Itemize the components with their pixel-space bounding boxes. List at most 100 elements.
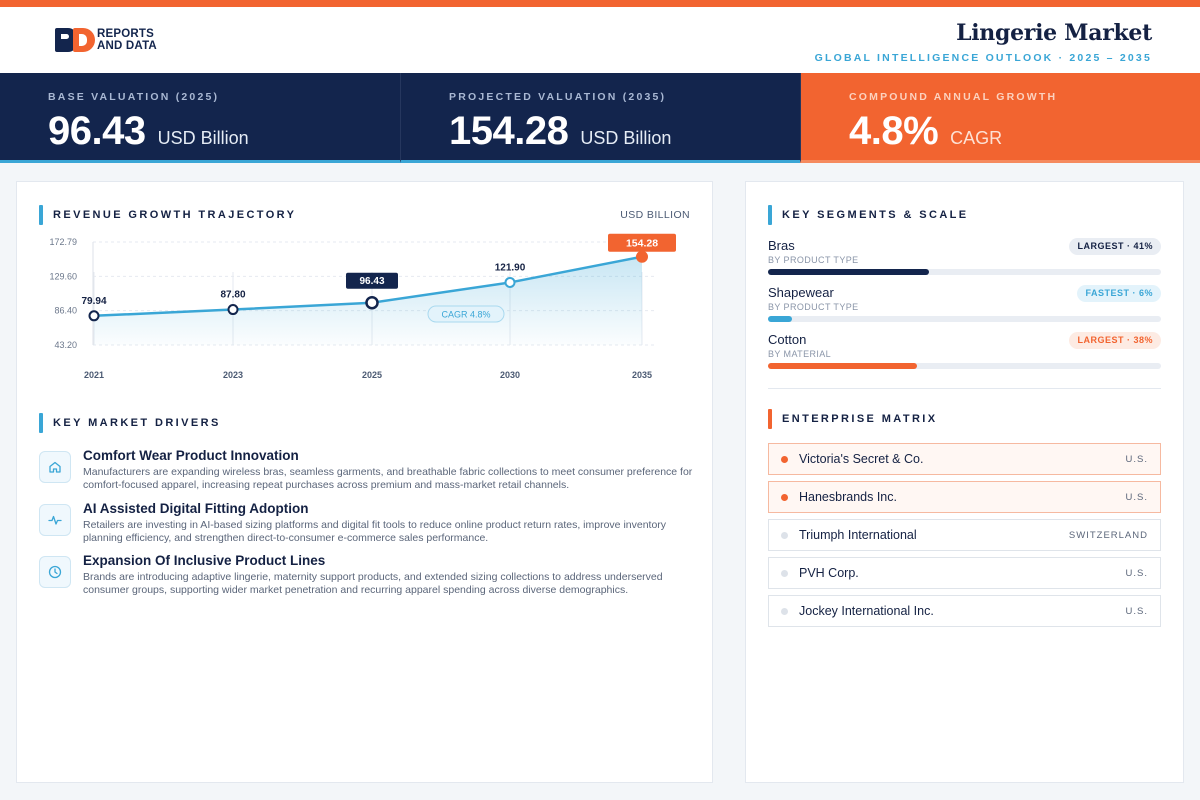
kpi-unit: USD Billion <box>580 128 672 148</box>
segment-badge: LARGEST · 38% <box>1069 332 1161 349</box>
cagr-pill <box>427 305 505 323</box>
logo-icon <box>55 28 97 52</box>
data-label: 79.94 <box>81 296 106 307</box>
drivers-section-title: KEY MARKET DRIVERS <box>53 417 221 429</box>
segments-section-header: KEY SEGMENTS & SCALE <box>768 205 969 225</box>
company-country: U.S. <box>1125 605 1148 617</box>
company-name: Hanesbrands Inc. <box>799 490 897 504</box>
driver-description: Brands are introducing adaptive lingerie… <box>83 571 663 596</box>
logo-text: REPORTS AND DATA <box>97 28 157 52</box>
driver-description: Retailers are investing in AI-based sizi… <box>83 518 667 544</box>
revenue-area <box>94 256 642 345</box>
section-accent <box>39 413 43 433</box>
cagr-pill-label: CAGR 4.8% <box>441 310 490 320</box>
y-tick-label: 43.20 <box>54 340 77 350</box>
driver-description: Manufacturers are expanding wireless bra… <box>83 466 693 491</box>
data-label: 96.43 <box>359 276 384 287</box>
company-name: Jockey International Inc. <box>799 604 934 618</box>
kpi-unit: CAGR <box>950 128 1003 148</box>
data-point <box>365 295 379 310</box>
driver-title: Comfort Wear Product Innovation <box>83 448 299 463</box>
x-tick-label: 2023 <box>223 370 243 380</box>
section-accent <box>39 205 43 225</box>
status-dot <box>781 456 788 463</box>
y-tick-label: 172.79 <box>49 237 77 247</box>
kpi-value: 96.43 <box>48 109 146 153</box>
segment-name: Shapewear <box>768 285 834 300</box>
data-point <box>636 250 648 263</box>
segment-item: Bras BY PRODUCT TYPE LARGEST · 41% <box>768 238 1161 285</box>
status-dot <box>781 532 788 539</box>
clock-icon <box>39 556 71 588</box>
x-tick-label: 2035 <box>632 370 652 380</box>
revenue-card: REVENUE GROWTH TRAJECTORY USD BILLION 17… <box>16 181 713 783</box>
x-tick-label: 2021 <box>84 370 104 380</box>
segment-share-bar <box>768 269 1161 275</box>
x-tick-label: 2030 <box>500 370 520 380</box>
segment-name: Cotton <box>768 332 807 347</box>
page-subtitle: GLOBAL INTELLIGENCE OUTLOOK · 2025 – 203… <box>814 52 1152 64</box>
company-row[interactable]: Triumph International SWITZERLAND <box>768 519 1161 551</box>
segment-category: BY PRODUCT TYPE <box>768 302 859 312</box>
title-block: Lingerie Market GLOBAL INTELLIGENCE OUTL… <box>814 20 1153 64</box>
x-tick-label: 2025 <box>362 370 382 380</box>
segment-share-fill <box>768 363 918 369</box>
section-accent <box>768 205 772 225</box>
company-country: U.S. <box>1125 491 1148 503</box>
kpi-value: 4.8% <box>849 109 939 153</box>
company-row[interactable]: Jockey International Inc. U.S. <box>768 595 1161 627</box>
brand-logo[interactable]: REPORTS AND DATA <box>55 27 157 53</box>
driver-item: Comfort Wear Product Innovation Manufact… <box>39 448 699 501</box>
drivers-list: Comfort Wear Product Innovation Manufact… <box>39 448 699 606</box>
y-tick-label: 86.40 <box>54 306 77 316</box>
segments-card: KEY SEGMENTS & SCALE Bras BY PRODUCT TYP… <box>745 181 1184 783</box>
kpi-label: BASE VALUATION (2025) <box>48 91 220 103</box>
segment-share-bar <box>768 363 1161 369</box>
value-tag <box>346 272 398 289</box>
segment-item: Cotton BY MATERIAL LARGEST · 38% <box>768 332 1161 379</box>
kpi-base-valuation: BASE VALUATION (2025) 96.43 USD Billion <box>0 73 400 163</box>
segment-share-bar <box>768 316 1161 322</box>
y-tick-label: 129.60 <box>49 271 77 281</box>
company-row[interactable]: Victoria's Secret & Co. U.S. <box>768 443 1161 475</box>
enterprise-matrix: Victoria's Secret & Co. U.S. Hanesbrands… <box>768 443 1161 633</box>
data-label: 121.90 <box>495 262 526 273</box>
revenue-section-title: REVENUE GROWTH TRAJECTORY <box>53 209 297 221</box>
segment-category: BY PRODUCT TYPE <box>768 255 859 265</box>
company-row[interactable]: Hanesbrands Inc. U.S. <box>768 481 1161 513</box>
company-country: U.S. <box>1125 567 1148 579</box>
revenue-chart: 172.79 129.60 86.40 43.20 2021 2023 2025 2030 20… <box>49 233 676 380</box>
kpi-value: 154.28 <box>449 109 569 153</box>
data-label: 87.80 <box>220 290 245 301</box>
status-dot <box>781 494 788 501</box>
data-point <box>504 276 516 288</box>
activity-icon <box>39 503 71 536</box>
status-dot <box>781 570 788 577</box>
segments-section-title: KEY SEGMENTS & SCALE <box>782 209 969 221</box>
segment-name: Bras <box>768 238 795 253</box>
company-name: Triumph International <box>799 528 917 542</box>
top-accent-bar <box>0 0 1200 7</box>
section-accent <box>768 409 772 429</box>
company-name: Victoria's Secret & Co. <box>799 452 924 466</box>
unit-label: USD BILLION <box>620 209 690 221</box>
data-label: 154.28 <box>626 238 658 250</box>
segment-item: Shapewear BY PRODUCT TYPE FASTEST · 6% <box>768 285 1161 332</box>
company-country: SWITZERLAND <box>1068 529 1148 541</box>
kpi-projected-valuation: PROJECTED VALUATION (2035) 154.28 USD Bi… <box>400 73 800 163</box>
divider <box>768 388 1161 389</box>
driver-title: AI Assisted Digital Fitting Adoption <box>83 500 309 516</box>
kpi-cagr: COMPOUND ANNUAL GROWTH 4.8% CAGR <box>800 73 1200 163</box>
drivers-section-header: KEY MARKET DRIVERS <box>39 413 221 433</box>
kpi-row: BASE VALUATION (2025) 96.43 USD Billion … <box>0 73 1200 163</box>
revenue-section-header: REVENUE GROWTH TRAJECTORY <box>39 205 296 225</box>
segment-badge: LARGEST · 41% <box>1069 238 1161 255</box>
driver-item: Expansion Of Inclusive Product Lines Bra… <box>39 553 699 606</box>
home-icon <box>39 451 71 483</box>
company-row[interactable]: PVH Corp. U.S. <box>768 557 1161 589</box>
matrix-section-title: ENTERPRISE MATRIX <box>782 413 938 425</box>
kpi-label: PROJECTED VALUATION (2035) <box>449 91 667 103</box>
segment-badge: FASTEST · 6% <box>1077 285 1161 302</box>
company-country: U.S. <box>1125 453 1148 465</box>
segment-category: BY MATERIAL <box>768 349 832 359</box>
